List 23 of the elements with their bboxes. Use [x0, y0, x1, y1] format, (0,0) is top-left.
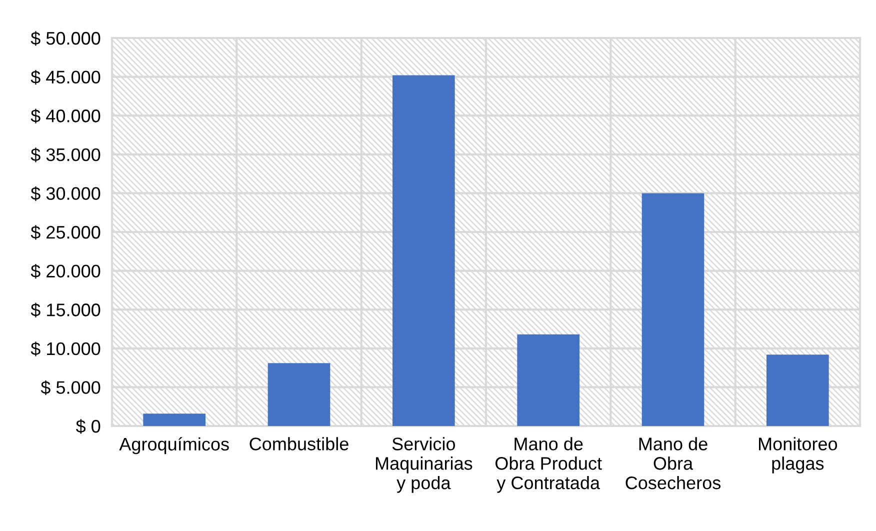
bar — [642, 193, 704, 426]
x-tick-label: Monitoreo plagas — [759, 437, 838, 474]
x-tick-label: Combustible — [250, 437, 348, 450]
x-tick-label: Mano de Obra Cosecheros — [626, 437, 721, 490]
bar — [517, 334, 580, 426]
x-tick-label: Agroquímicos — [119, 437, 229, 454]
y-tick-label: $ 15.000 — [30, 302, 100, 318]
bar — [268, 363, 330, 426]
x-tick-label: Mano de Obra Product y Contratada — [496, 437, 602, 493]
bar — [143, 414, 206, 426]
y-tick-label: $ 30.000 — [30, 186, 100, 201]
y-tick-label: $ 45.000 — [30, 70, 100, 85]
y-tick-label: $ 50.000 — [30, 31, 100, 46]
y-tick-label: $ 5.000 — [40, 380, 100, 395]
x-tick-label: Servicio Maquinarias y poda — [376, 437, 472, 493]
y-tick-label: $ 25.000 — [30, 225, 100, 240]
bar — [392, 75, 455, 426]
y-tick-label: $ 40.000 — [30, 108, 100, 124]
y-tick-label: $ 35.000 — [30, 148, 100, 162]
y-tick-label: $ 20.000 — [30, 264, 100, 279]
y-tick-label: $ 0 — [76, 419, 100, 434]
bar — [766, 354, 829, 426]
y-tick-label: $ 10.000 — [30, 342, 100, 356]
